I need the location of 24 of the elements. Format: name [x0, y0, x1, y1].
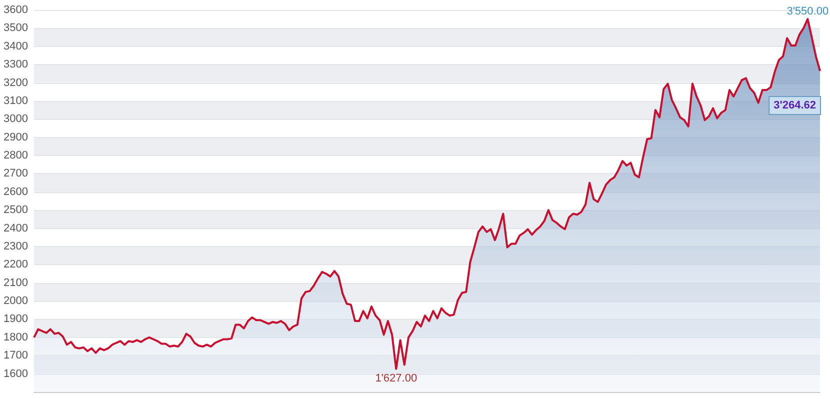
y-tick-label: 2800 [4, 150, 28, 162]
y-tick-label: 2600 [4, 186, 28, 198]
y-tick-label: 3500 [4, 22, 28, 34]
y-tick-label: 2200 [4, 258, 28, 271]
y-tick-label: 2500 [4, 204, 28, 216]
y-tick-label: 3400 [4, 40, 28, 52]
y-tick-label: 2000 [4, 295, 28, 308]
y-tick-label: 3100 [4, 94, 28, 107]
annotation: 1'627.00 [375, 372, 418, 384]
y-tick-label: 1700 [4, 350, 28, 362]
y-tick-label: 2300 [4, 240, 28, 252]
y-tick-label: 2400 [4, 222, 28, 234]
y-tick-label: 1900 [4, 313, 28, 326]
y-tick-label: 2700 [4, 168, 28, 180]
y-tick-label: 2900 [4, 131, 28, 144]
y-tick-label: 3300 [4, 58, 28, 71]
annotation: 3'550.00 [786, 6, 829, 18]
y-tick-label: 3600 [4, 4, 28, 16]
y-tick-label: 2100 [4, 276, 28, 289]
y-tick-label: 3200 [4, 76, 28, 89]
y-tick-label: 3000 [4, 113, 28, 126]
annotation: 3'264.62 [774, 99, 816, 112]
y-tick-label: 1600 [4, 368, 28, 380]
y-tick-label: 1800 [4, 331, 28, 344]
